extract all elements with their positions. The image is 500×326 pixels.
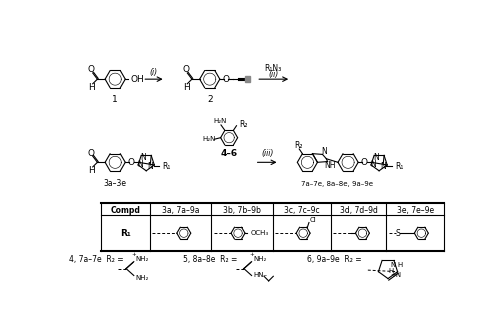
Text: O: O	[88, 66, 94, 74]
Text: N: N	[370, 160, 376, 169]
Text: 3c, 7c–9c: 3c, 7c–9c	[284, 206, 320, 215]
Text: NH: NH	[324, 161, 336, 170]
Text: R₁N₃: R₁N₃	[264, 64, 282, 73]
Text: Compd: Compd	[110, 206, 140, 215]
Text: 2: 2	[207, 95, 212, 104]
Text: HN–: HN–	[253, 272, 267, 278]
Text: O: O	[88, 149, 94, 157]
Text: H: H	[389, 268, 394, 274]
Text: O: O	[182, 66, 189, 74]
Text: N: N	[374, 153, 380, 161]
Text: (iii): (iii)	[261, 149, 274, 158]
Text: 3a–3e: 3a–3e	[104, 179, 126, 187]
Text: Cl: Cl	[310, 217, 316, 223]
Text: 5, 8a–8e  R₂ =: 5, 8a–8e R₂ =	[182, 255, 237, 264]
Text: H: H	[88, 83, 96, 92]
Text: H₂N: H₂N	[214, 118, 227, 124]
Text: H: H	[397, 262, 402, 268]
Text: R₁: R₁	[120, 229, 131, 238]
Text: N: N	[140, 153, 146, 161]
Text: H₂N: H₂N	[202, 136, 215, 142]
Text: N: N	[321, 147, 327, 156]
Text: O: O	[128, 158, 135, 167]
Text: O: O	[361, 158, 368, 167]
Text: S: S	[396, 229, 400, 238]
Text: 6, 9a–9e  R₂ =: 6, 9a–9e R₂ =	[306, 255, 361, 264]
Text: 3b, 7b–9b: 3b, 7b–9b	[223, 206, 261, 215]
Text: H: H	[183, 83, 190, 92]
Text: N: N	[148, 162, 154, 171]
Text: 3a, 7a–9a: 3a, 7a–9a	[162, 206, 200, 215]
Text: NH₂: NH₂	[136, 256, 148, 261]
Text: 3e, 7e–9e: 3e, 7e–9e	[396, 206, 434, 215]
Text: R₂: R₂	[294, 141, 302, 151]
Text: N: N	[380, 162, 386, 171]
Text: O: O	[222, 75, 230, 84]
Text: OCH₃: OCH₃	[250, 230, 268, 236]
Text: (i): (i)	[150, 68, 158, 77]
Text: R₁: R₁	[162, 162, 170, 171]
Text: N: N	[390, 262, 396, 268]
Text: NH₂: NH₂	[253, 256, 266, 261]
Text: +: +	[132, 252, 136, 257]
Text: (ii): (ii)	[268, 70, 278, 79]
Text: 4, 7a–7e  R₂ =: 4, 7a–7e R₂ =	[68, 255, 124, 264]
Text: NH₂: NH₂	[136, 275, 148, 281]
Text: OH: OH	[130, 75, 144, 84]
Bar	[244, 76, 250, 82]
Text: 3d, 7d–9d: 3d, 7d–9d	[340, 206, 378, 215]
Text: R₂: R₂	[239, 120, 248, 129]
Text: 1: 1	[112, 95, 118, 104]
Text: N: N	[138, 160, 143, 169]
Text: +N: +N	[390, 272, 402, 278]
Text: R₁: R₁	[395, 162, 404, 171]
Text: 4–6: 4–6	[220, 149, 238, 157]
Text: H: H	[88, 166, 96, 175]
Text: 7a–7e, 8a–8e, 9a–9e: 7a–7e, 8a–8e, 9a–9e	[301, 181, 373, 187]
Text: +: +	[250, 252, 254, 257]
